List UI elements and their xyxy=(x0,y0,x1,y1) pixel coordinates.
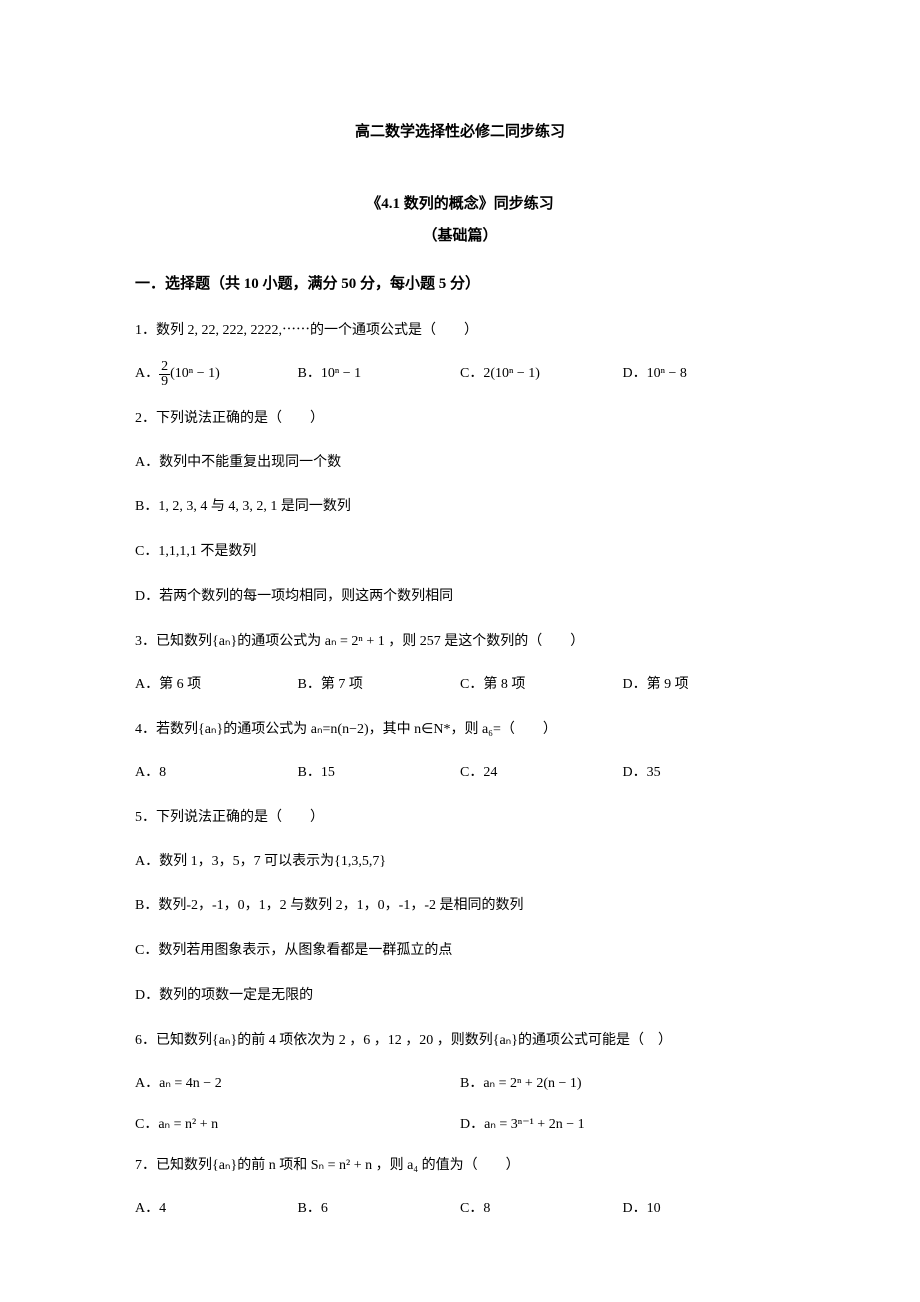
q6-optC: C．aₙ = n² + n xyxy=(135,1110,460,1141)
q6-optD: D．aₙ = 3ⁿ⁻¹ + 2n − 1 xyxy=(460,1110,785,1141)
q6-options-row2: C．aₙ = n² + n D．aₙ = 3ⁿ⁻¹ + 2n − 1 xyxy=(135,1110,785,1141)
q4-optB: B．15 xyxy=(298,758,461,789)
q3-options: A．第 6 项 B．第 7 项 C．第 8 项 D．第 9 项 xyxy=(135,670,785,701)
q6-options-row1: A．aₙ = 4n − 2 B．aₙ = 2ⁿ + 2(n − 1) xyxy=(135,1069,785,1100)
question-1: 1．数列 2, 22, 222, 2222,⋯⋯的一个通项公式是（ ） xyxy=(135,316,785,345)
question-5: 5．下列说法正确的是（ ） xyxy=(135,803,785,832)
main-title: 高二数学选择性必修二同步练习 xyxy=(135,120,785,144)
question-7: 7．已知数列{aₙ}的前 n 项和 Sₙ = n² + n ，则 a₄ 的值为（… xyxy=(135,1151,785,1180)
q6-optB: B．aₙ = 2ⁿ + 2(n − 1) xyxy=(460,1069,785,1100)
question-3: 3．已知数列{aₙ}的通项公式为 aₙ = 2ⁿ + 1 ，则 257 是这个数… xyxy=(135,627,785,656)
q3-optC: C．第 8 项 xyxy=(460,670,623,701)
q1-optB: B．10ⁿ − 1 xyxy=(298,359,461,390)
q5-optA: A．数列 1，3，5，7 可以表示为{1,3,5,7} xyxy=(135,847,785,878)
q4-options: A．8 B．15 C．24 D．35 xyxy=(135,758,785,789)
q4-optC: C．24 xyxy=(460,758,623,789)
q5-optD: D．数列的项数一定是无限的 xyxy=(135,981,785,1012)
q5-optC: C．数列若用图象表示，从图象看都是一群孤立的点 xyxy=(135,936,785,967)
sub-title: 《4.1 数列的概念》同步练习 xyxy=(135,192,785,216)
q1-optA-rest: (10ⁿ − 1) xyxy=(170,366,220,381)
question-4: 4．若数列{aₙ}的通项公式为 aₙ=n(n−2)，其中 n∈N*，则 a₆=（… xyxy=(135,715,785,744)
q5-optB: B．数列-2，-1，0，1，2 与数列 2，1，0，-1，-2 是相同的数列 xyxy=(135,891,785,922)
q1-optA-prefix: A． xyxy=(135,366,159,381)
q3-optB: B．第 7 项 xyxy=(298,670,461,701)
q2-optB: B．1, 2, 3, 4 与 4, 3, 2, 1 是同一数列 xyxy=(135,492,785,523)
q1-optD: D．10ⁿ − 8 xyxy=(623,359,786,390)
section-header: 一．选择题（共 10 小题，满分 50 分，每小题 5 分） xyxy=(135,272,785,296)
q7-optB: B．6 xyxy=(298,1194,461,1225)
q6-optA: A．aₙ = 4n − 2 xyxy=(135,1069,460,1100)
q2-optC: C．1,1,1,1 不是数列 xyxy=(135,537,785,568)
level-title: （基础篇） xyxy=(135,224,785,248)
q2-optD: D．若两个数列的每一项均相同，则这两个数列相同 xyxy=(135,582,785,613)
q4-optA: A．8 xyxy=(135,758,298,789)
q1-options: A．29(10ⁿ − 1) B．10ⁿ − 1 C．2(10ⁿ − 1) D．1… xyxy=(135,359,785,390)
q1-optC: C．2(10ⁿ − 1) xyxy=(460,359,623,390)
q3-optD: D．第 9 项 xyxy=(623,670,786,701)
question-2: 2．下列说法正确的是（ ） xyxy=(135,404,785,433)
q7-options: A．4 B．6 C．8 D．10 xyxy=(135,1194,785,1225)
q7-optC: C．8 xyxy=(460,1194,623,1225)
q4-optD: D．35 xyxy=(623,758,786,789)
q2-optA: A．数列中不能重复出现同一个数 xyxy=(135,448,785,479)
q7-optD: D．10 xyxy=(623,1194,786,1225)
question-6: 6．已知数列{aₙ}的前 4 项依次为 2 ，6 ，12 ，20 ，则数列{aₙ… xyxy=(135,1026,785,1055)
q1-optA: A．29(10ⁿ − 1) xyxy=(135,359,298,390)
q3-optA: A．第 6 项 xyxy=(135,670,298,701)
q7-optA: A．4 xyxy=(135,1194,298,1225)
q1-optA-frac: 29 xyxy=(159,360,170,389)
